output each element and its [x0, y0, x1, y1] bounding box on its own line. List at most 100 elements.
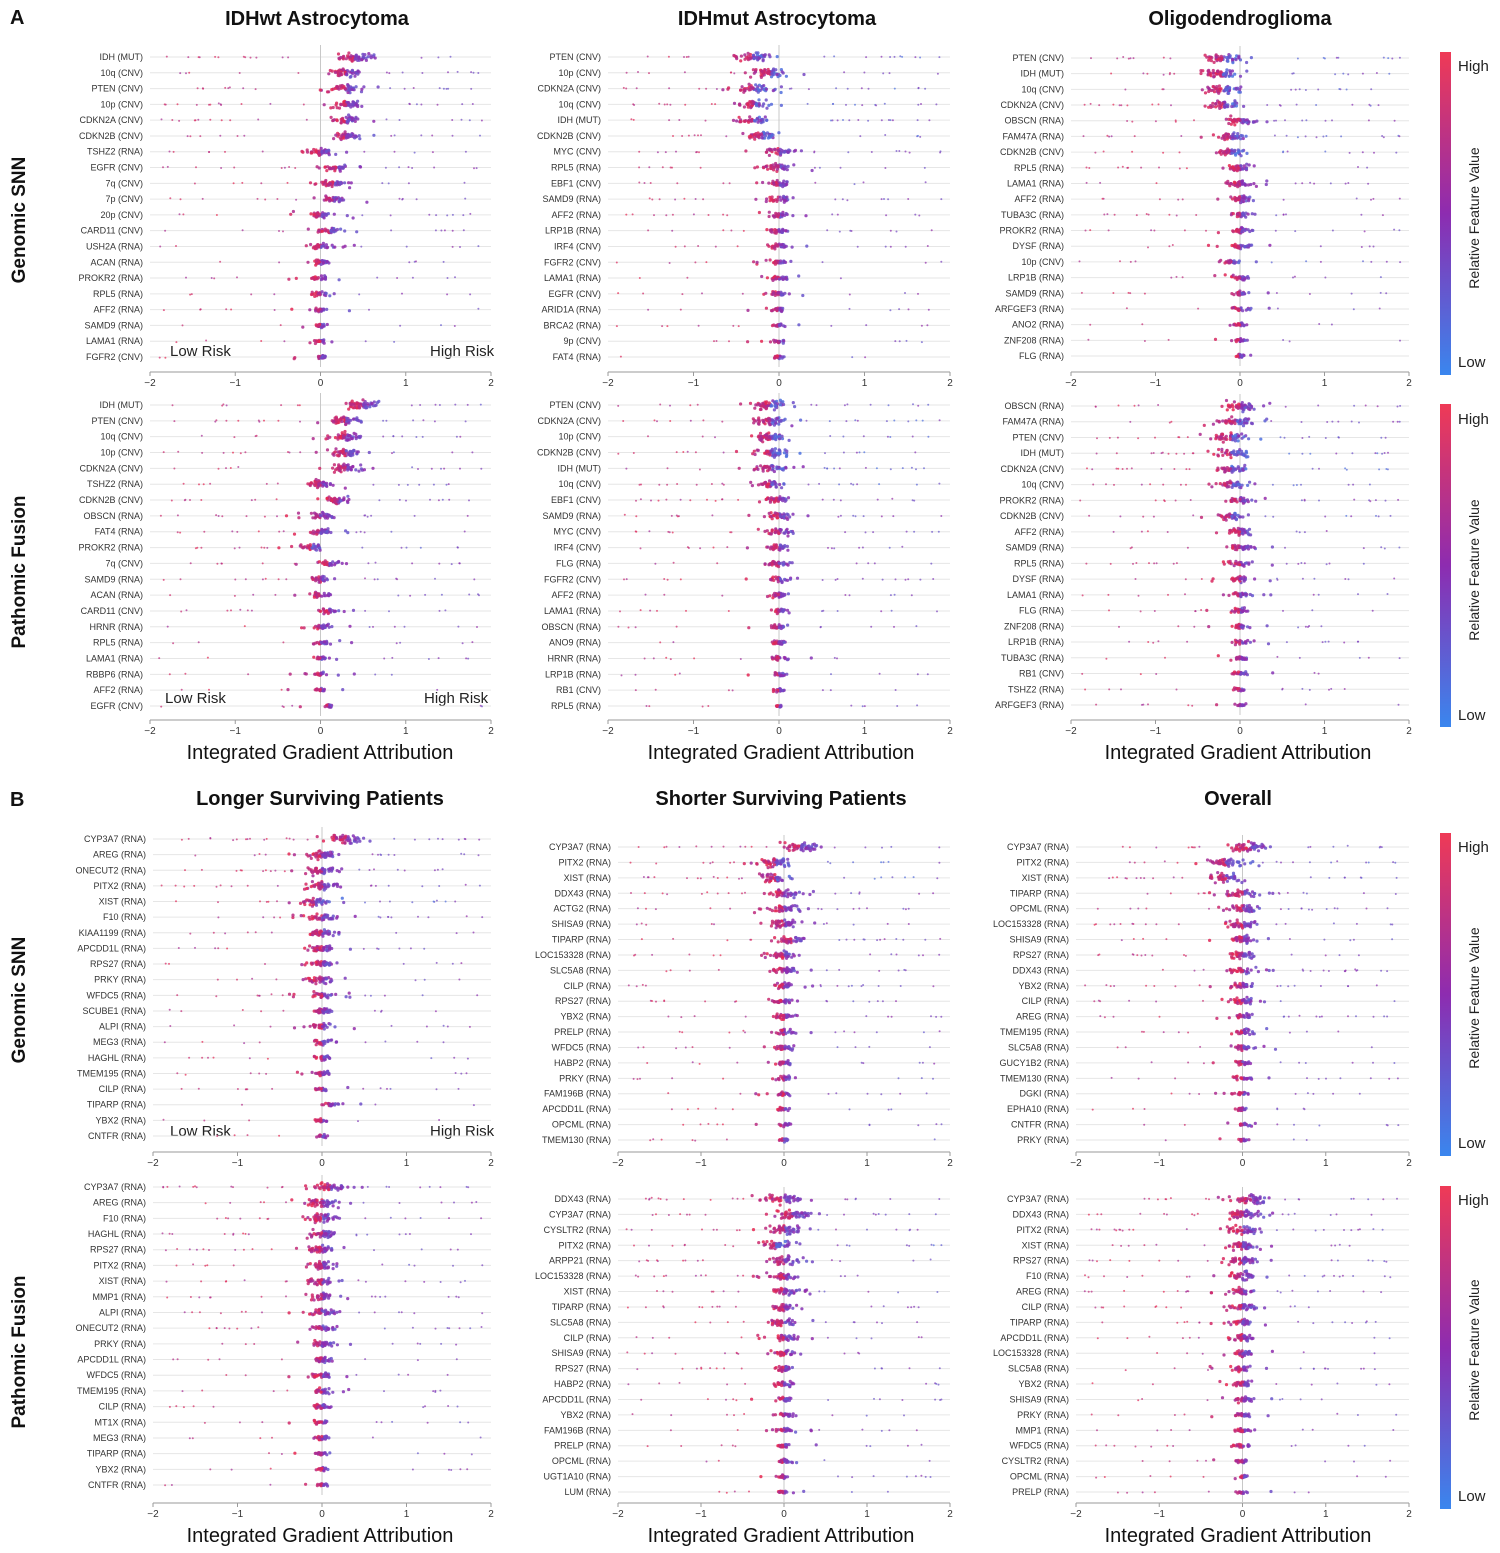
- feature-label: CDKN2B (CNV): [79, 495, 143, 505]
- swarm-point: [781, 71, 785, 75]
- swarm-point: [1168, 213, 1171, 216]
- swarm-point: [744, 577, 748, 581]
- swarm-point: [870, 625, 873, 628]
- swarm-point: [622, 86, 625, 89]
- swarm-point: [368, 626, 371, 628]
- swarm-point: [872, 531, 875, 534]
- swarm-point: [767, 214, 771, 219]
- panel-a_path_wt: IDH (MUT)PTEN (CNV)10q (CNV)10p (CNV)CDK…: [78, 393, 494, 737]
- swarm-point: [202, 483, 205, 486]
- swarm-point: [360, 245, 363, 248]
- swarm-point: [1340, 135, 1343, 138]
- swarm-point: [824, 452, 826, 455]
- swarm-point: [625, 71, 628, 74]
- row-label-genomic-a: Genomic SNN: [9, 157, 30, 284]
- swarm-point: [663, 578, 666, 580]
- swarm-point: [1237, 229, 1241, 233]
- swarm-point: [1254, 260, 1258, 264]
- swarm-point: [740, 85, 744, 89]
- swarm-point: [1106, 134, 1109, 137]
- swarm-point: [911, 499, 914, 502]
- swarm-point: [661, 166, 664, 169]
- swarm-point: [785, 608, 790, 612]
- swarm-point: [798, 451, 802, 455]
- swarm-point: [328, 608, 332, 612]
- swarm-point: [464, 150, 467, 153]
- swarm-point: [451, 134, 454, 137]
- swarm-point: [792, 465, 796, 469]
- swarm-point: [389, 87, 392, 90]
- swarm-point: [1395, 151, 1398, 154]
- swarm-point: [920, 341, 923, 344]
- swarm-point: [883, 102, 886, 105]
- swarm-point: [427, 658, 430, 660]
- swarm-point: [1301, 182, 1304, 185]
- swarm-point: [361, 214, 364, 217]
- swarm-point: [786, 534, 790, 538]
- swarm-point: [734, 449, 739, 454]
- swarm-point: [770, 72, 774, 76]
- swarm-point: [327, 72, 331, 76]
- swarm-point: [343, 486, 347, 490]
- swarm-point: [1324, 150, 1327, 153]
- swarm-point: [738, 102, 742, 106]
- swarm-point: [776, 580, 780, 584]
- swarm-point: [372, 53, 376, 57]
- swarm-point: [647, 229, 650, 232]
- swarm-point: [322, 687, 326, 691]
- feature-label: TSHZ2 (RNA): [87, 479, 143, 489]
- swarm-point: [1227, 164, 1231, 168]
- swarm-point: [1151, 103, 1154, 106]
- swarm-point: [885, 214, 888, 217]
- swarm-point: [769, 102, 774, 106]
- swarm-point: [917, 404, 920, 407]
- swarm-point: [162, 309, 165, 312]
- swarm-point: [343, 163, 347, 167]
- swarm-point: [1236, 244, 1240, 248]
- swarm-point: [329, 115, 333, 119]
- swarm-point: [1222, 89, 1226, 93]
- swarm-point: [726, 546, 729, 549]
- swarm-point: [826, 229, 829, 232]
- swarm-point: [864, 531, 867, 534]
- swarm-point: [888, 546, 891, 549]
- swarm-13: [615, 258, 943, 266]
- swarm-point: [775, 55, 779, 59]
- swarm-point: [938, 482, 941, 485]
- swarm-point: [1285, 134, 1288, 137]
- swarm-point: [739, 54, 744, 58]
- swarm-point: [1293, 275, 1296, 278]
- swarm-point: [319, 514, 323, 518]
- swarm-point: [477, 72, 480, 74]
- feature-label: LAMA1 (RNA): [1007, 178, 1064, 188]
- swarm-point: [810, 403, 813, 406]
- swarm-point: [326, 513, 330, 517]
- colorbar-1-title: Relative Feature Value: [1466, 147, 1482, 289]
- swarm-point: [1325, 135, 1328, 137]
- swarm-point: [247, 673, 250, 676]
- swarm-point: [1236, 338, 1240, 342]
- swarm-point: [835, 87, 838, 90]
- swarm-point: [187, 56, 190, 59]
- swarm-point: [1255, 119, 1259, 123]
- swarm-point: [443, 229, 446, 232]
- colorbar-2: High Low Relative Feature Value: [1440, 404, 1489, 727]
- swarm-point: [907, 420, 910, 423]
- swarm-point: [305, 148, 309, 152]
- swarm-point: [338, 136, 342, 140]
- swarm-point: [1250, 243, 1254, 247]
- swarm-point: [323, 227, 327, 231]
- swarm-point: [460, 118, 463, 121]
- swarm-point: [321, 484, 325, 488]
- swarm-point: [818, 482, 821, 485]
- swarm-point: [1292, 72, 1295, 75]
- swarm-point: [286, 688, 290, 692]
- swarm-0: [646, 51, 941, 63]
- swarm-point: [1219, 258, 1223, 262]
- feature-label: DYSF (RNA): [1013, 241, 1065, 251]
- swarm-point: [831, 119, 834, 122]
- swarm-point: [419, 546, 422, 549]
- x-axis-title-a2: Integrated Gradient Attribution: [648, 742, 915, 764]
- swarm-point: [1317, 88, 1320, 91]
- swarm-point: [1282, 213, 1285, 216]
